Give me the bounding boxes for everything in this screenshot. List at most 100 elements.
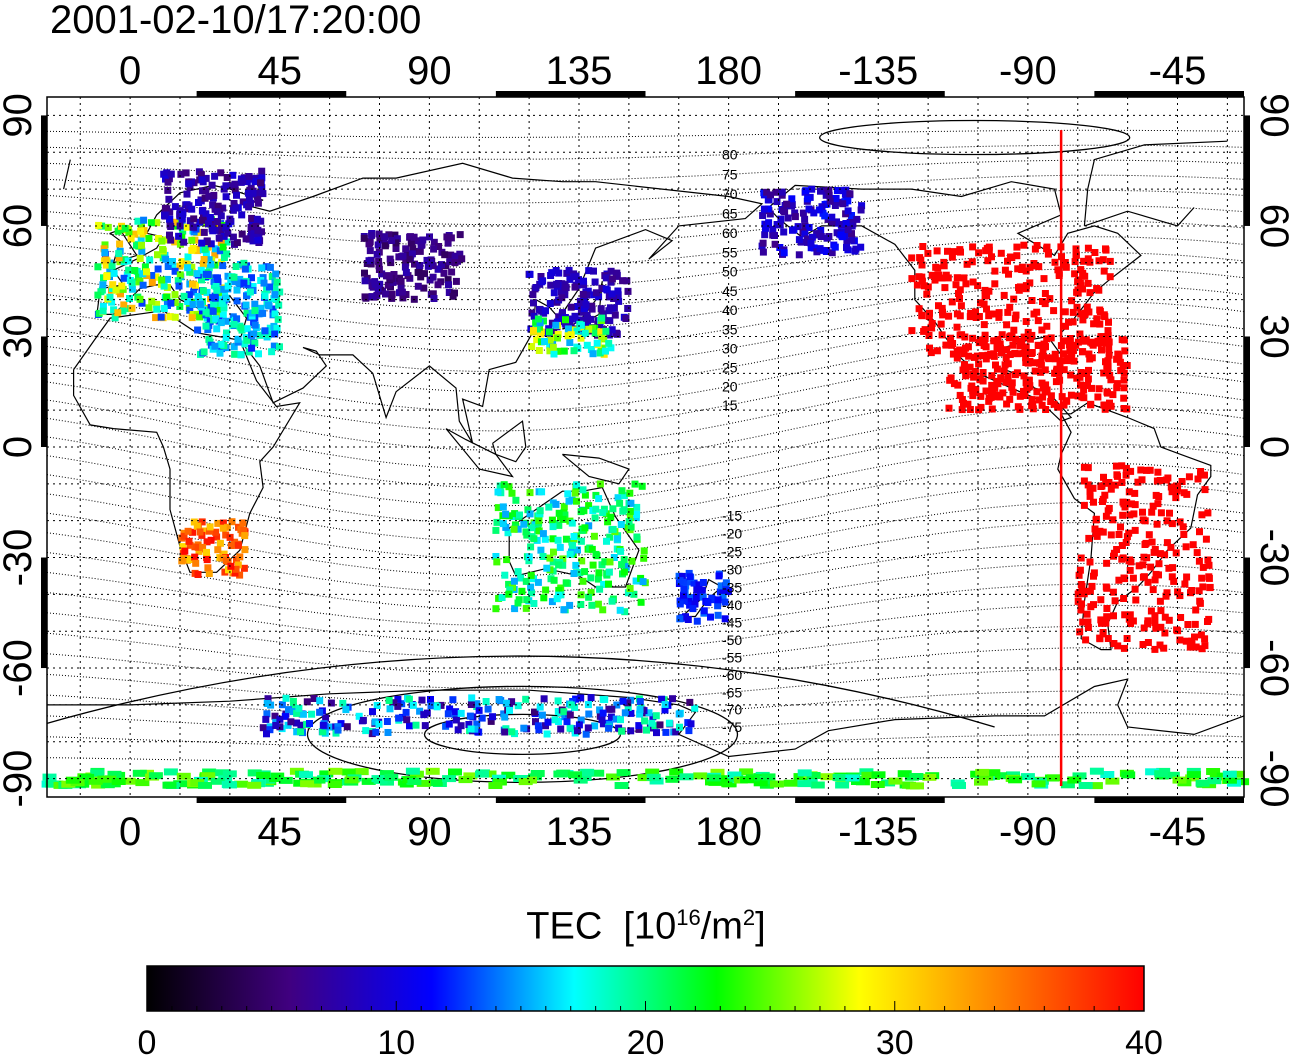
tec-cell [717,582,725,590]
tec-cell [240,526,248,534]
tec-cell [555,509,563,517]
tec-cell [964,400,972,408]
tec-cell [928,271,936,279]
tec-cell [598,285,606,292]
tec-cell [577,694,585,702]
tec-cell [1098,482,1106,490]
colorbar-tick-label: 10 [377,1024,415,1057]
tec-cell [467,725,475,733]
tec-cell [941,284,949,292]
tec-cell [653,729,660,737]
tec-cell [560,503,568,511]
tec-cell [952,782,966,789]
tec-cell [769,780,784,788]
tec-cell [1076,628,1084,636]
tec-cell [776,244,784,251]
tec-cell [1173,626,1181,634]
tec-cell [595,569,603,577]
tec-cell [1181,580,1189,588]
tec-cell [299,771,313,779]
bottom-longitude-tick-label: -45 [1149,810,1207,854]
tec-cell [530,312,538,320]
tec-cell [327,699,335,707]
tec-cell [247,199,255,207]
frame-bar [41,115,47,226]
tec-cell [1003,321,1011,329]
tec-cell [1066,335,1074,342]
tec-cell [1013,243,1021,251]
tec-cell [993,343,1001,351]
tec-cell [539,277,547,285]
tec-cell [1065,318,1072,326]
tec-cell [100,781,115,789]
tec-cell [1138,476,1146,484]
tec-cell [334,726,342,734]
tec-cell [180,292,188,300]
tec-cell [423,256,431,264]
magnetic-latitude-label: -15 [722,508,742,524]
tec-cell [217,223,225,231]
tec-cell [676,600,684,608]
tec-cell [580,316,588,324]
tec-cell [1064,357,1071,365]
tec-cell [1131,585,1139,593]
tec-cell [592,550,600,558]
tec-cell [210,777,225,785]
tec-cell [1192,606,1200,614]
tec-cell [445,281,452,289]
tec-cell [530,600,538,607]
tec-cell [1034,317,1042,325]
tec-cell [1088,354,1096,362]
tec-cell [180,238,188,246]
tec-cell [554,708,562,715]
tec-cell [773,198,781,206]
tec-cell [848,230,855,238]
tec-cell [223,781,237,789]
tec-cell [219,519,227,527]
tec-cell [1131,489,1139,497]
tec-cell [567,315,575,323]
tec-cell [623,277,631,285]
tec-cell [581,568,589,576]
tec-cell [1031,367,1039,375]
tec-cell [230,273,238,281]
tec-cell [281,712,289,720]
tec-cell [166,215,174,223]
tec-cell [1067,391,1075,399]
tec-cell [194,247,201,255]
tec-cell [552,321,560,329]
tec-cell [406,233,414,241]
tec-cell [414,282,422,290]
tec-cell [1090,572,1097,580]
tec-cell [605,724,613,732]
tec-cell [1010,326,1018,334]
tec-cell [609,525,617,533]
tec-cell [202,308,210,316]
tec-cell [275,301,283,309]
tec-cell [185,180,193,188]
tec-cell [1026,357,1034,365]
tec-cell [910,782,924,790]
tec-cell [710,768,725,776]
tec-cell [1163,539,1171,547]
tec-cell [433,703,441,711]
tec-cell [606,773,620,781]
tec-cell [219,311,227,319]
tec-cell [1022,343,1030,351]
tec-cell [652,712,660,720]
tec-cell [985,243,993,251]
tec-cell [1148,538,1156,546]
tec-cell [261,292,269,300]
magnetic-latitude-label: -25 [722,544,742,560]
tec-cell [1038,326,1046,334]
tec-cell [176,271,184,279]
tec-cell [832,774,847,781]
tec-cell [1060,401,1068,409]
tec-cell [570,273,578,281]
tec-cell [688,594,696,602]
tec-cell [560,708,568,716]
tec-cell [714,602,722,610]
tec-cell [482,770,497,778]
tec-cell [189,528,196,536]
tec-cell [427,702,435,710]
